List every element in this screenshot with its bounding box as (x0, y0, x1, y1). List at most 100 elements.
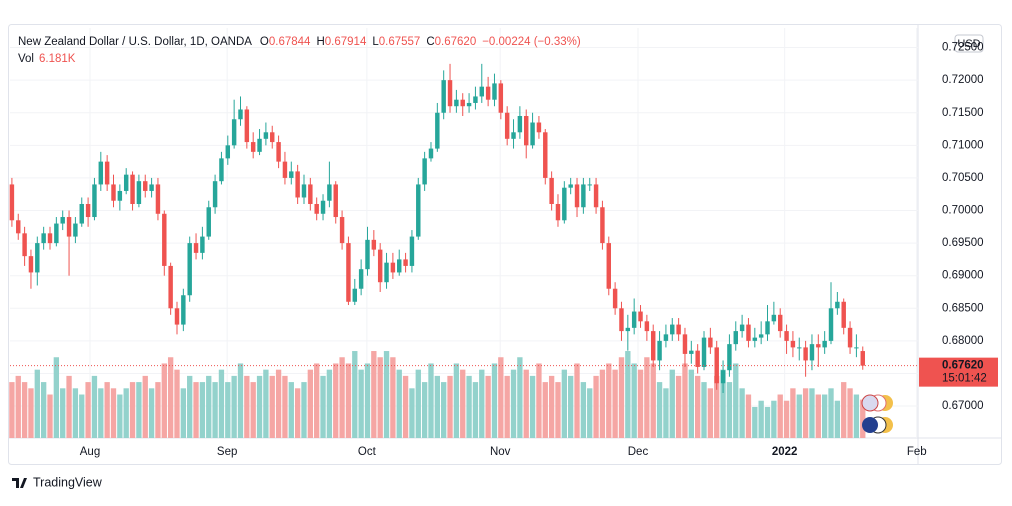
volume-bar (333, 363, 339, 438)
candle-body (270, 132, 275, 143)
volume-bar (79, 394, 85, 438)
volume-bar (466, 375, 472, 438)
legend-key: O (260, 36, 269, 48)
candle-body (752, 337, 758, 341)
volume-bar (745, 394, 752, 438)
last-price-badge (919, 357, 998, 387)
candle-body (714, 347, 719, 384)
volume-bar (383, 351, 390, 438)
volume-bar (498, 357, 504, 438)
candle-body (98, 161, 104, 185)
candle-body (784, 331, 789, 341)
volume-bar (675, 375, 682, 438)
candle-body (758, 334, 764, 338)
volume-bar (98, 388, 104, 438)
volume-bar (110, 388, 117, 438)
volume-bar (155, 382, 161, 438)
candle-body (225, 145, 231, 159)
volume-bar (364, 363, 371, 438)
candle-body (524, 115, 529, 146)
candle-body (555, 203, 561, 221)
volume-bar (187, 375, 193, 438)
x-tick-label: Dec (628, 446, 649, 458)
volume-bar (504, 375, 510, 438)
y-tick-label: 0.69000 (942, 270, 984, 282)
candle-body (149, 184, 154, 191)
volume-bar (301, 382, 307, 438)
volume-bar (472, 382, 479, 438)
volume-bar (244, 375, 250, 438)
candle-body (860, 351, 865, 366)
candle-body (295, 171, 300, 198)
candle-body (638, 311, 643, 322)
candle-body (619, 308, 624, 332)
candle-body (720, 370, 726, 384)
y-tick-label: 0.67000 (942, 400, 984, 412)
candle-body (441, 80, 446, 113)
candle-body (708, 337, 713, 348)
volume-bar (802, 388, 809, 438)
volume-bar (548, 375, 555, 438)
volume-bar (142, 375, 148, 438)
candle-body (828, 308, 834, 341)
candle-body (130, 174, 135, 204)
candle-body (314, 203, 319, 214)
volume-bar (669, 369, 675, 438)
volume-bar (352, 351, 358, 438)
volume-bar (453, 363, 460, 438)
candle-body (409, 236, 415, 266)
countdown: 15:01:42 (942, 373, 987, 385)
currency-badge[interactable] (954, 34, 984, 53)
candle-body (600, 207, 605, 244)
last-price-label: 0.67620 (942, 360, 984, 372)
volume-bar (682, 363, 688, 438)
candle-body (358, 269, 364, 289)
candle-body (162, 213, 167, 266)
candle-body (174, 308, 180, 325)
candle-body (765, 321, 770, 335)
volume-bar (409, 388, 415, 438)
candle-body (282, 161, 288, 178)
candle-body (250, 142, 256, 152)
candle-body (9, 184, 15, 221)
volume-bar (218, 369, 225, 438)
volume-bar (396, 369, 402, 438)
volume-bar (555, 382, 561, 438)
candle-body (187, 243, 192, 296)
candle-body (104, 161, 110, 185)
candle-body (447, 80, 453, 107)
volume-bar (809, 388, 815, 438)
volume-bar (275, 369, 282, 438)
volume-bar (650, 363, 656, 438)
volume-bar (256, 375, 263, 438)
candle-body (73, 223, 78, 237)
volume-bar (441, 382, 447, 438)
candle-body (701, 337, 707, 367)
candle-body (79, 203, 84, 224)
candle-body (333, 184, 338, 218)
volume-bar (288, 382, 294, 438)
volume-bar (231, 375, 237, 438)
chart-frame (8, 24, 1002, 465)
candle-body (816, 344, 821, 348)
y-tick-label: 0.71000 (942, 139, 984, 151)
volume-bar (561, 369, 567, 438)
volume-bar (618, 357, 625, 438)
volume-bar (377, 357, 383, 438)
volume-key: Vol (18, 53, 34, 65)
candle-body (689, 350, 694, 354)
candle-body (466, 102, 472, 107)
volume-bar (599, 369, 606, 438)
candle-body (517, 115, 523, 133)
y-tick-label: 0.72500 (942, 42, 984, 54)
volume-bar (517, 357, 523, 438)
candle-body (339, 217, 345, 244)
volume-bar (523, 369, 529, 438)
y-tick-label: 0.69500 (942, 237, 984, 249)
candle-body (625, 327, 631, 332)
currency[interactable]: USD (957, 38, 980, 50)
candle-body (41, 233, 46, 244)
candle-body (530, 122, 535, 146)
volume-bar (180, 388, 187, 438)
